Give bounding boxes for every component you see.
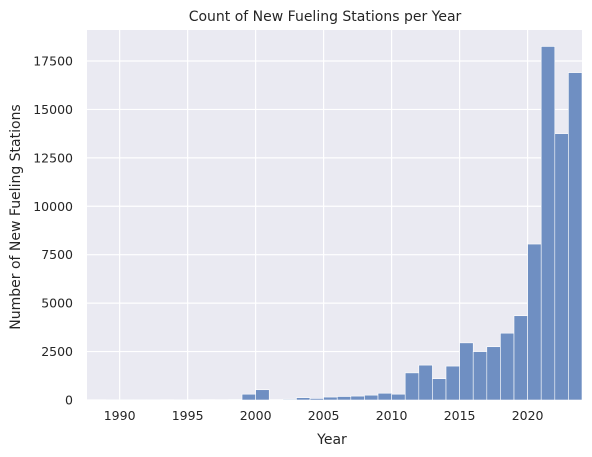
chart-title: Count of New Fueling Stations per Year — [189, 9, 462, 25]
x-axis-label: Year — [316, 432, 347, 448]
y-tick-label: 12500 — [33, 150, 73, 165]
histogram-bar — [350, 395, 365, 401]
bars — [105, 46, 583, 401]
y-tick-label: 7500 — [41, 247, 73, 262]
histogram-bar — [391, 393, 406, 401]
x-tick-label: 2005 — [308, 408, 340, 423]
x-tick-label: 1990 — [104, 408, 136, 423]
y-tick-label: 5000 — [41, 296, 73, 311]
histogram-bar — [472, 351, 488, 401]
x-tick-label: 2020 — [512, 408, 544, 423]
histogram-bar — [364, 394, 379, 401]
x-tick-label: 2010 — [376, 408, 408, 423]
histogram-bar — [418, 364, 433, 401]
histogram-bar — [228, 399, 243, 401]
histogram-bar — [336, 396, 352, 401]
x-tick-label: 2015 — [444, 408, 476, 423]
histogram-bar — [432, 378, 447, 401]
histogram-bar — [282, 398, 297, 401]
y-tick-label: 2500 — [41, 344, 73, 359]
histogram-bar — [554, 133, 569, 401]
y-axis-label: Number of New Fueling Stations — [8, 104, 24, 329]
y-tick-label: 0 — [65, 393, 73, 408]
histogram-bar — [459, 342, 474, 401]
histogram-bar — [377, 392, 392, 401]
y-tick-label: 17500 — [33, 53, 73, 68]
plot-area — [87, 30, 582, 400]
histogram-bar — [296, 397, 311, 401]
histogram-bar — [568, 72, 583, 401]
histogram-bar — [540, 46, 556, 401]
histogram-bar — [513, 315, 528, 401]
histogram-bar — [404, 372, 420, 401]
x-tick-label: 1995 — [172, 408, 204, 423]
histogram-bar — [323, 396, 338, 401]
histogram-bar — [309, 398, 324, 401]
histogram-bar — [255, 389, 270, 401]
x-axis-ticks: 1990 1995 2000 2005 2010 2015 2020 — [104, 408, 544, 423]
histogram-bar — [445, 365, 460, 401]
x-tick-label: 2000 — [240, 408, 272, 423]
y-tick-label: 10000 — [33, 199, 73, 214]
histogram-bar — [241, 393, 256, 401]
histogram-bar — [486, 346, 501, 401]
y-tick-label: 15000 — [33, 102, 73, 117]
histogram-bar — [527, 243, 542, 401]
y-axis-ticks: 0 2500 5000 7500 10000 12500 15000 17500 — [33, 53, 73, 407]
histogram-bar — [500, 332, 515, 401]
